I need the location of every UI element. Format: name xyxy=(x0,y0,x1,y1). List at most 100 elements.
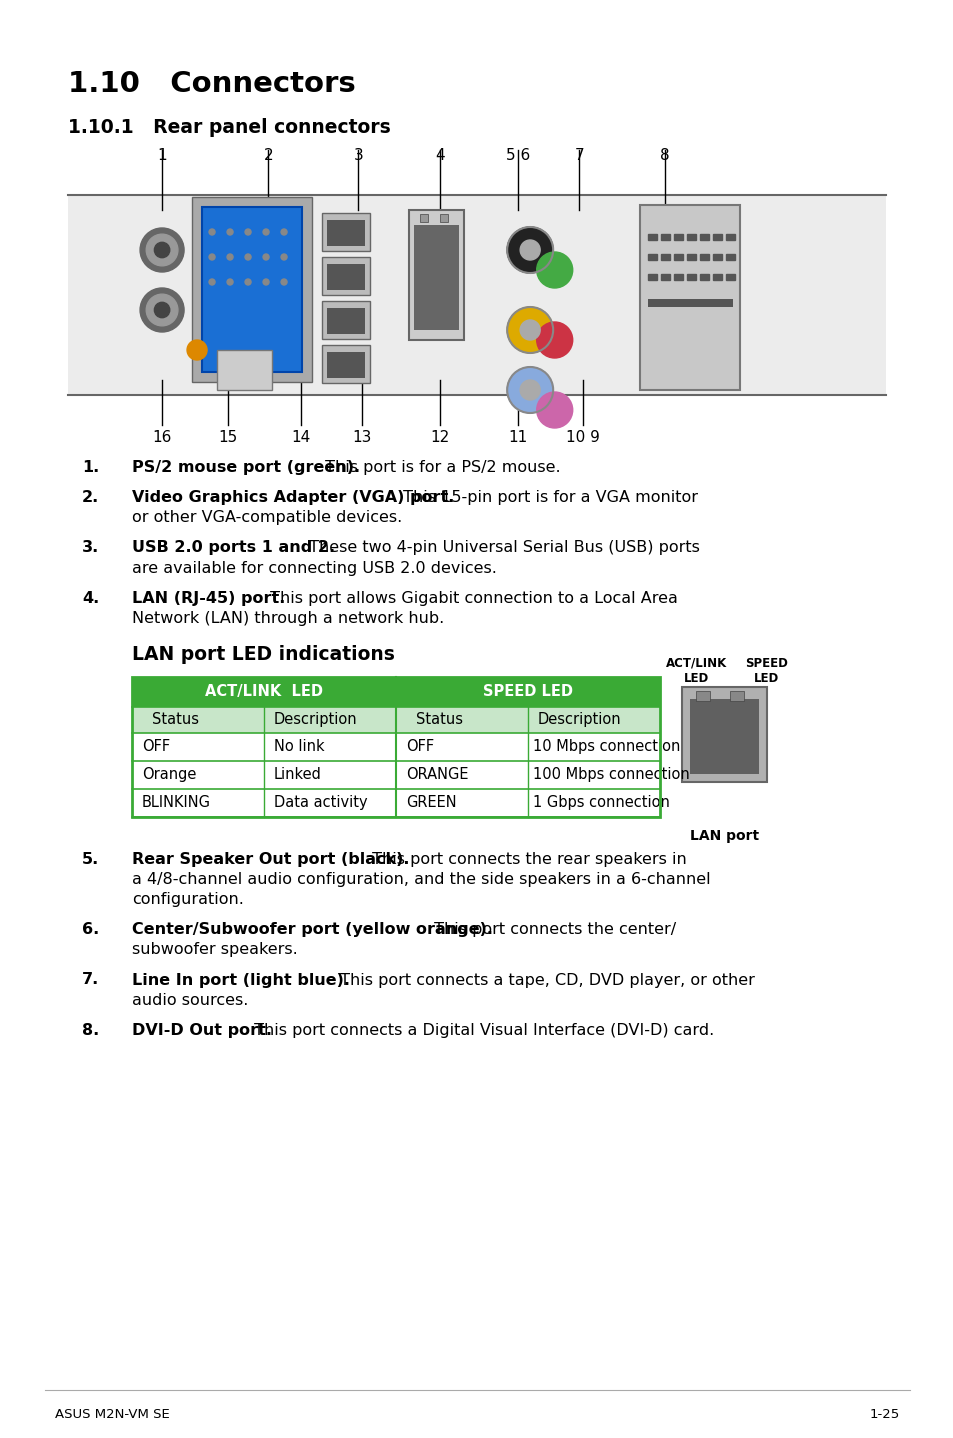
Text: This port connects the center/: This port connects the center/ xyxy=(429,922,676,938)
Bar xyxy=(673,234,682,240)
Circle shape xyxy=(245,229,251,234)
Text: Status: Status xyxy=(152,712,199,728)
Bar xyxy=(673,255,682,260)
Text: 10 Mbps connection: 10 Mbps connection xyxy=(533,739,679,755)
Circle shape xyxy=(227,279,233,285)
Circle shape xyxy=(209,229,214,234)
Text: PS/2 mouse port (green).: PS/2 mouse port (green). xyxy=(132,460,359,475)
Text: Center/Subwoofer port (yellow orange).: Center/Subwoofer port (yellow orange). xyxy=(132,922,493,938)
Bar xyxy=(647,299,732,306)
Bar xyxy=(68,196,885,395)
Bar xyxy=(660,234,669,240)
Text: ORANGE: ORANGE xyxy=(406,768,468,782)
Text: 100 Mbps connection: 100 Mbps connection xyxy=(533,768,689,782)
Circle shape xyxy=(507,306,553,352)
Text: 16: 16 xyxy=(152,430,172,444)
Text: Rear Speaker Out port (black).: Rear Speaker Out port (black). xyxy=(132,851,409,867)
Text: Orange: Orange xyxy=(142,768,196,782)
Circle shape xyxy=(537,252,572,288)
Text: 3: 3 xyxy=(354,148,363,162)
Text: 12: 12 xyxy=(430,430,450,444)
Circle shape xyxy=(209,255,214,260)
Text: 8: 8 xyxy=(659,148,669,162)
Circle shape xyxy=(519,240,539,260)
Text: SPEED LED: SPEED LED xyxy=(482,684,573,699)
Circle shape xyxy=(140,229,184,272)
Text: 7.: 7. xyxy=(82,972,99,988)
Bar xyxy=(712,234,720,240)
Text: GREEN: GREEN xyxy=(406,795,456,811)
Text: configuration.: configuration. xyxy=(132,892,244,907)
Text: This port is for a PS/2 mouse.: This port is for a PS/2 mouse. xyxy=(319,460,559,475)
Text: No link: No link xyxy=(274,739,324,755)
Bar xyxy=(696,690,709,700)
Text: ASUS M2N-VM SE: ASUS M2N-VM SE xyxy=(55,1408,170,1421)
Bar xyxy=(439,214,448,221)
Circle shape xyxy=(187,339,207,360)
Text: Linked: Linked xyxy=(274,768,321,782)
Circle shape xyxy=(140,288,184,332)
Circle shape xyxy=(537,322,572,358)
Circle shape xyxy=(281,229,287,234)
Text: 2: 2 xyxy=(263,148,273,162)
Text: This port allows Gigabit connection to a Local Area: This port allows Gigabit connection to a… xyxy=(265,591,677,605)
Text: LAN (RJ-45) port.: LAN (RJ-45) port. xyxy=(132,591,285,605)
Text: 2.: 2. xyxy=(82,490,99,505)
Text: OFF: OFF xyxy=(142,739,170,755)
Text: 1-25: 1-25 xyxy=(869,1408,899,1421)
Text: 11: 11 xyxy=(508,430,527,444)
Text: or other VGA-compatible devices.: or other VGA-compatible devices. xyxy=(132,510,402,525)
Text: USB 2.0 ports 1 and 2.: USB 2.0 ports 1 and 2. xyxy=(132,541,335,555)
Circle shape xyxy=(537,393,572,429)
Text: This port connects a tape, CD, DVD player, or other: This port connects a tape, CD, DVD playe… xyxy=(335,972,755,988)
Bar xyxy=(132,733,659,761)
Text: 3.: 3. xyxy=(82,541,99,555)
Text: ACT/LINK  LED: ACT/LINK LED xyxy=(205,684,323,699)
Bar xyxy=(408,210,463,339)
Bar xyxy=(132,707,659,733)
Text: Line In port (light blue).: Line In port (light blue). xyxy=(132,972,350,988)
Circle shape xyxy=(281,255,287,260)
Bar xyxy=(327,220,365,246)
Bar xyxy=(647,255,656,260)
Text: OFF: OFF xyxy=(406,739,434,755)
Bar xyxy=(639,206,739,390)
Text: SPEED
LED: SPEED LED xyxy=(745,657,787,684)
Circle shape xyxy=(245,255,251,260)
Circle shape xyxy=(154,302,170,318)
Bar xyxy=(660,275,669,280)
Text: This port connects the rear speakers in: This port connects the rear speakers in xyxy=(366,851,685,867)
Bar xyxy=(132,677,659,707)
Bar xyxy=(725,234,734,240)
Text: Video Graphics Adapter (VGA) port.: Video Graphics Adapter (VGA) port. xyxy=(132,490,454,505)
Text: This 15-pin port is for a VGA monitor: This 15-pin port is for a VGA monitor xyxy=(397,490,698,505)
Text: 14: 14 xyxy=(292,430,311,444)
Circle shape xyxy=(146,234,177,266)
Text: LAN port LED indications: LAN port LED indications xyxy=(132,644,395,664)
Text: 1: 1 xyxy=(157,148,167,162)
Circle shape xyxy=(263,229,269,234)
Text: subwoofer speakers.: subwoofer speakers. xyxy=(132,942,297,958)
Text: Status: Status xyxy=(416,712,462,728)
Bar xyxy=(673,275,682,280)
Bar xyxy=(192,197,312,383)
Bar xyxy=(217,349,272,390)
Circle shape xyxy=(519,380,539,400)
Text: BLINKING: BLINKING xyxy=(142,795,211,811)
Circle shape xyxy=(507,367,553,413)
Text: are available for connecting USB 2.0 devices.: are available for connecting USB 2.0 dev… xyxy=(132,561,497,575)
Text: 1.10.1   Rear panel connectors: 1.10.1 Rear panel connectors xyxy=(68,118,391,137)
Bar xyxy=(725,275,734,280)
Bar xyxy=(202,207,302,372)
Text: These two 4-pin Universal Serial Bus (USB) ports: These two 4-pin Universal Serial Bus (US… xyxy=(304,541,700,555)
Text: Data activity: Data activity xyxy=(274,795,367,811)
Bar xyxy=(322,301,370,339)
Bar xyxy=(132,761,659,789)
Text: a 4/8-channel audio configuration, and the side speakers in a 6-channel: a 4/8-channel audio configuration, and t… xyxy=(132,871,710,887)
Text: 4: 4 xyxy=(435,148,444,162)
Bar xyxy=(327,308,365,334)
Text: 7: 7 xyxy=(574,148,583,162)
Bar xyxy=(686,275,695,280)
Circle shape xyxy=(281,279,287,285)
Text: 5 6: 5 6 xyxy=(505,148,530,162)
